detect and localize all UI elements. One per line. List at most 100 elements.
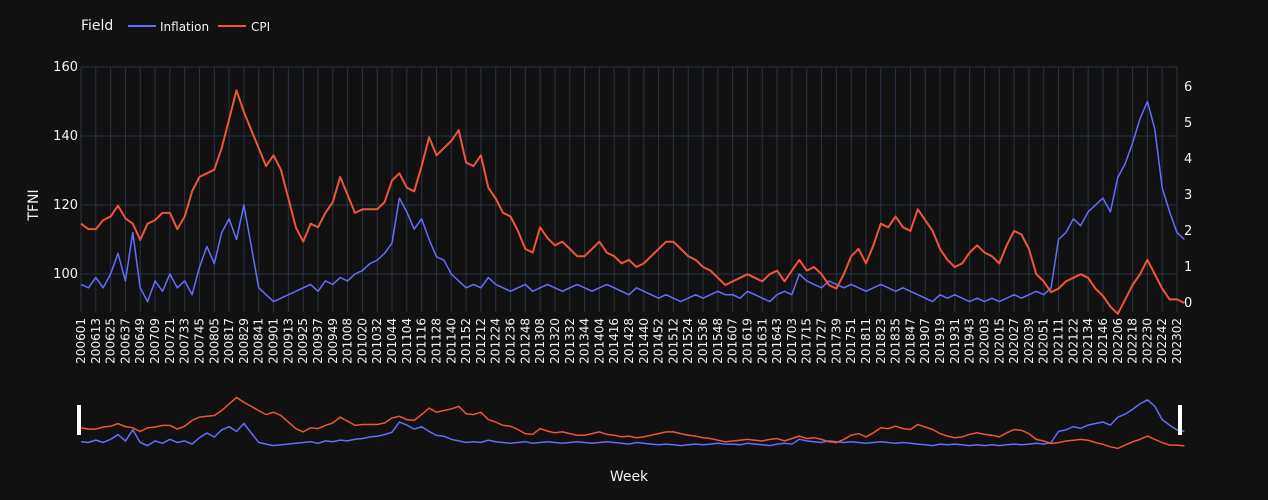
y2-tick-label: 1 <box>1184 260 1192 275</box>
x-tick-label: 202015 <box>992 318 1006 364</box>
x-tick-label: 200637 <box>118 318 132 364</box>
x-tick-label: 201224 <box>489 318 503 364</box>
x-tick-label: 201308 <box>533 318 547 364</box>
x-tick-label: 201931 <box>948 318 962 364</box>
x-tick-label: 200901 <box>267 318 281 364</box>
series-line-inflation <box>80 100 1185 303</box>
x-tick-label: 201020 <box>355 318 369 364</box>
x-tick-label: 200949 <box>326 318 340 364</box>
x-tick-label: 200841 <box>252 318 266 364</box>
x-tick-label: 202003 <box>977 318 991 364</box>
x-tick-label: 201248 <box>518 318 532 364</box>
x-tick-label: 201404 <box>592 318 606 364</box>
x-tick-label: 202242 <box>1155 318 1169 364</box>
x-tick-label: 202039 <box>1022 318 1036 364</box>
x-tick-label: 201619 <box>740 318 754 364</box>
range-slider-series <box>80 396 1185 450</box>
x-tick-label: 200601 <box>74 318 88 364</box>
legend-label-cpi: CPI <box>251 20 270 34</box>
y-axis: 100 120 140 160 <box>53 60 78 282</box>
x-tick-label: 202146 <box>1096 318 1110 364</box>
y2-tick-label: 2 <box>1184 224 1192 239</box>
x-tick-label: 201452 <box>652 318 666 364</box>
x-axis: 200601 200613 200625 200637 200649 200709 2007… <box>74 318 1184 364</box>
series-line-cpi <box>80 89 1185 315</box>
x-tick-label: 201727 <box>815 318 829 364</box>
y-tick-label: 140 <box>53 129 78 144</box>
x-tick-label: 200913 <box>281 318 295 364</box>
x-tick-label: 201152 <box>459 318 473 364</box>
x-tick-label: 201008 <box>341 318 355 364</box>
y2-tick-label: 4 <box>1184 152 1192 167</box>
slider-line-cpi <box>80 396 1185 450</box>
x-tick-label: 201128 <box>429 318 443 364</box>
x-tick-label: 200805 <box>207 318 221 364</box>
x-tick-label: 202051 <box>1037 318 1051 364</box>
x-tick-label: 200613 <box>89 318 103 364</box>
legend: Field Inflation CPI <box>81 18 270 34</box>
x-tick-label: 202302 <box>1170 318 1184 364</box>
y-tick-label: 160 <box>53 60 78 75</box>
y-tick-label: 100 <box>53 267 78 282</box>
legend-title: Field <box>81 18 113 34</box>
x-tick-label: 200625 <box>104 318 118 364</box>
slider-line-inflation <box>80 398 1185 447</box>
x-tick-label: 200733 <box>178 318 192 364</box>
x-tick-label: 201104 <box>400 318 414 364</box>
x-tick-label: 202134 <box>1081 318 1095 364</box>
x-tick-label: 201524 <box>681 318 695 364</box>
x-tick-label: 201643 <box>770 318 784 364</box>
x-tick-label: 200829 <box>237 318 251 364</box>
x-tick-label: 201811 <box>859 318 873 364</box>
x-tick-label: 201739 <box>829 318 843 364</box>
legend-item-cpi[interactable]: CPI <box>218 20 270 34</box>
x-tick-label: 201919 <box>933 318 947 364</box>
x-tick-label: 200745 <box>192 318 206 364</box>
x-tick-label: 201512 <box>666 318 680 364</box>
x-tick-label: 201715 <box>800 318 814 364</box>
y2-tick-label: 3 <box>1184 188 1192 203</box>
y-tick-label: 120 <box>53 198 78 213</box>
range-slider-background <box>80 407 1180 448</box>
range-slider-right-handle[interactable] <box>1178 405 1182 435</box>
x-tick-label: 201607 <box>726 318 740 364</box>
x-tick-label: 201140 <box>444 318 458 364</box>
y-axis-title: TFNI <box>26 189 42 221</box>
x-tick-label: 201116 <box>415 318 429 364</box>
x-tick-label: 202206 <box>1111 318 1125 364</box>
x-tick-label: 201907 <box>918 318 932 364</box>
x-tick-label: 201344 <box>578 318 592 364</box>
x-tick-label: 201823 <box>874 318 888 364</box>
x-tick-label: 201320 <box>548 318 562 364</box>
x-tick-label: 200925 <box>296 318 310 364</box>
x-tick-label: 200709 <box>148 318 162 364</box>
x-tick-label: 201703 <box>785 318 799 364</box>
x-tick-label: 201416 <box>607 318 621 364</box>
x-tick-label: 201032 <box>370 318 384 364</box>
y2-tick-label: 0 <box>1184 296 1192 311</box>
x-tick-label: 201440 <box>637 318 651 364</box>
range-slider-left-handle[interactable] <box>77 405 81 435</box>
x-tick-label: 200721 <box>163 318 177 364</box>
x-tick-label: 201044 <box>385 318 399 364</box>
legend-item-inflation[interactable]: Inflation <box>128 20 209 34</box>
x-tick-label: 202122 <box>1066 318 1080 364</box>
x-tick-label: 201847 <box>903 318 917 364</box>
x-tick-label: 201428 <box>622 318 636 364</box>
x-tick-label: 201943 <box>963 318 977 364</box>
series-layer <box>80 89 1185 315</box>
x-tick-label: 201751 <box>844 318 858 364</box>
x-tick-label: 201236 <box>504 318 518 364</box>
x-tick-label: 202230 <box>1140 318 1154 364</box>
x-tick-label: 201332 <box>563 318 577 364</box>
x-axis-title: Week <box>610 469 649 485</box>
x-tick-label: 200649 <box>133 318 147 364</box>
x-tick-label: 201548 <box>711 318 725 364</box>
x-tick-label: 202027 <box>1007 318 1021 364</box>
x-tick-label: 202218 <box>1126 318 1140 364</box>
x-tick-label: 200937 <box>311 318 325 364</box>
range-slider[interactable] <box>77 396 1185 450</box>
x-tick-label: 200817 <box>222 318 236 364</box>
x-tick-label: 201835 <box>889 318 903 364</box>
